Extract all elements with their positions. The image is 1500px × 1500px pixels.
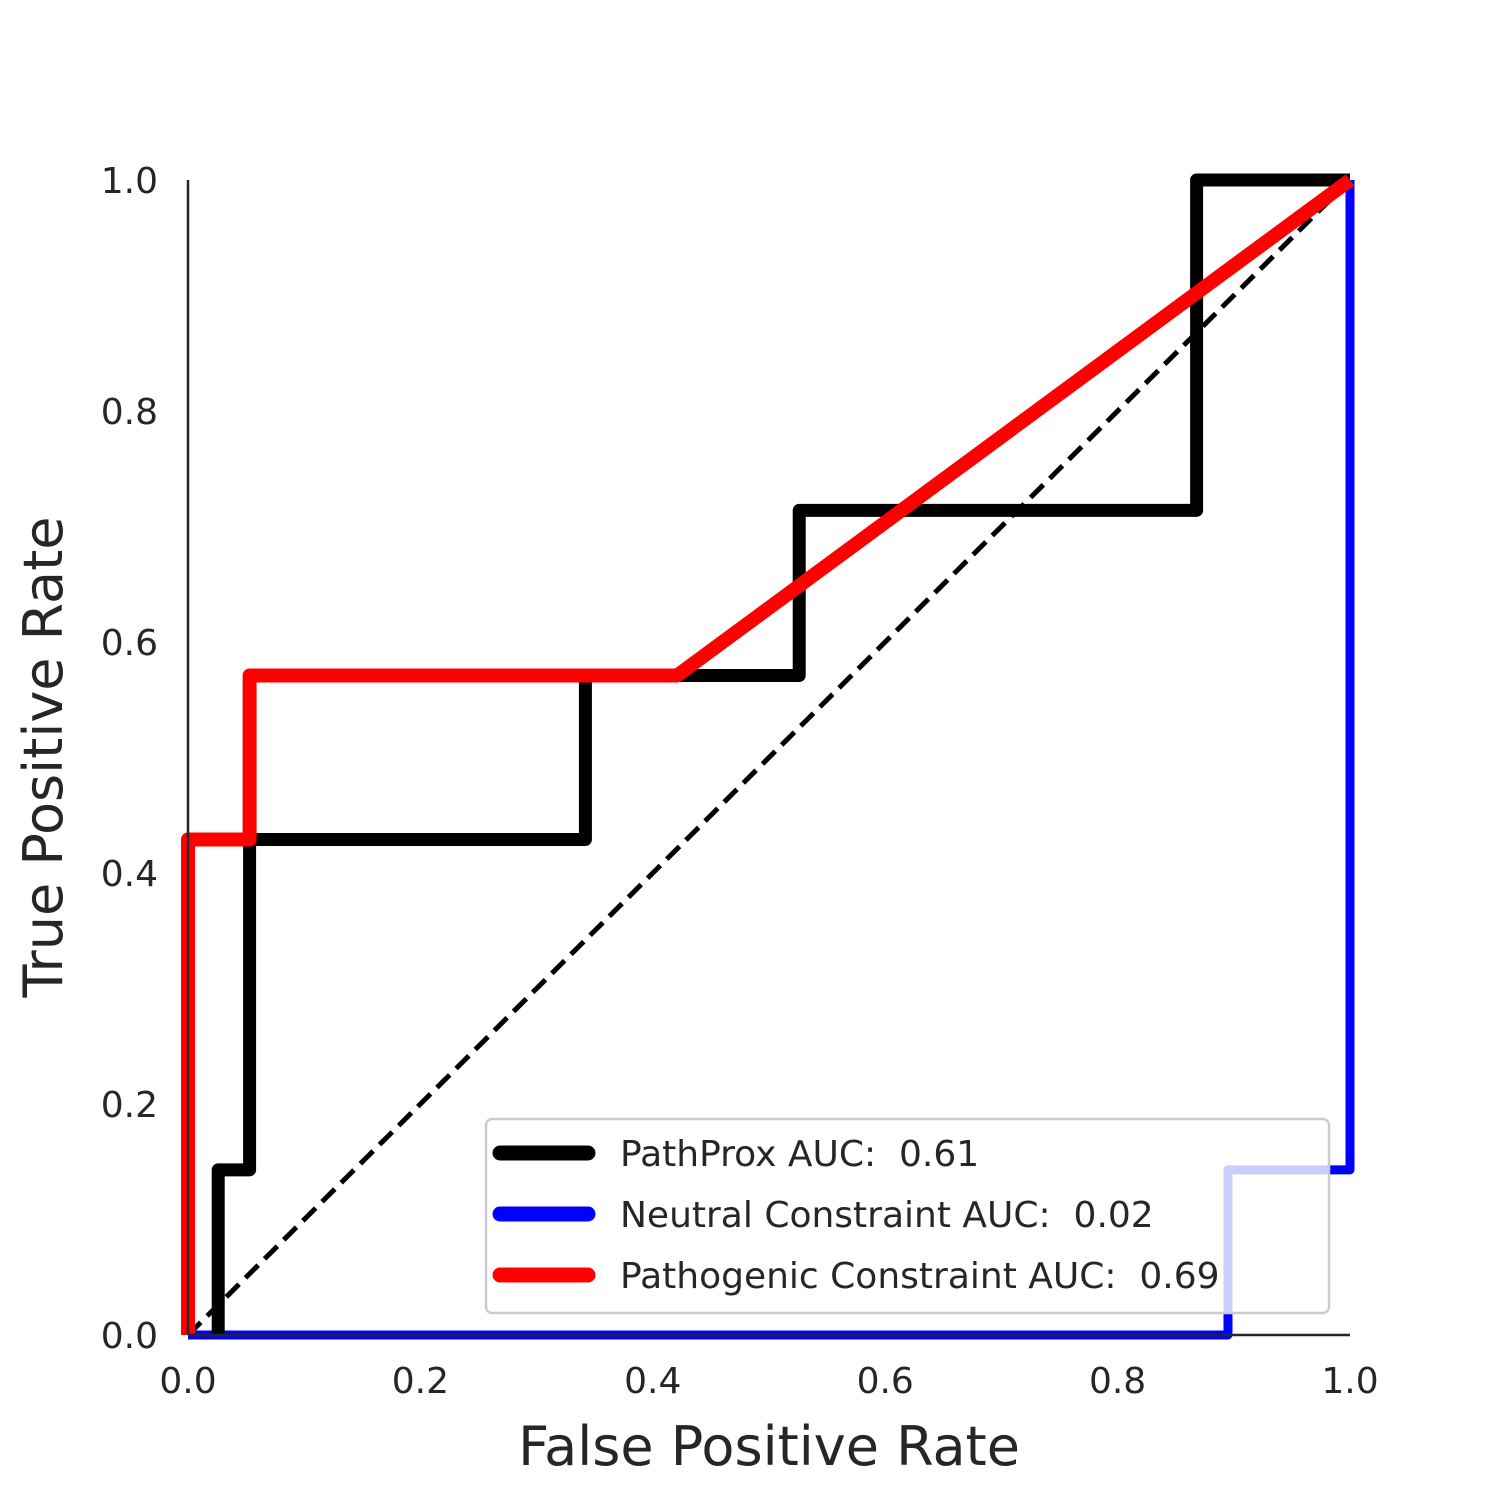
reference-diagonal-line (186, 178, 1352, 1337)
x-tick-label: 0.4 (624, 1361, 681, 1402)
y-tick-label: 0.0 (101, 1316, 158, 1357)
legend-entries: PathProx AUC: 0.61 Neutral Constraint AUC… (492, 1134, 1220, 1297)
x-tick-label: 0.2 (392, 1361, 449, 1402)
x-tick-label: 1.0 (1321, 1361, 1378, 1402)
y-tick-label: 1.0 (101, 161, 158, 202)
legend-label-0: PathProx AUC: 0.61 (620, 1134, 979, 1175)
legend-label-2: Pathogenic Constraint AUC: 0.69 (620, 1256, 1220, 1297)
y-axis-label: True Positive Rate (12, 516, 75, 998)
x-tick-label: 0.8 (1089, 1361, 1146, 1402)
y-tick-label: 0.6 (101, 623, 158, 664)
y-tick-label: 0.2 (101, 1085, 158, 1126)
legend-label-1: Neutral Constraint AUC: 0.02 (620, 1195, 1154, 1236)
x-axis-label: False Positive Rate (518, 1415, 1020, 1478)
legend: PathProx AUC: 0.61 Neutral Constraint AUC… (484, 1117, 1331, 1315)
legend-box (484, 1117, 1331, 1315)
x-tick-label: 0.0 (159, 1361, 216, 1402)
x-tick-label: 0.6 (857, 1361, 914, 1402)
tick-layer: 0.0 0.2 0.4 0.6 0.8 1.0 0.0 0.2 0.4 0.6 0.8 1.0 (101, 161, 1379, 1402)
y-tick-label: 0.4 (101, 854, 158, 895)
y-tick-label: 0.8 (101, 392, 158, 433)
